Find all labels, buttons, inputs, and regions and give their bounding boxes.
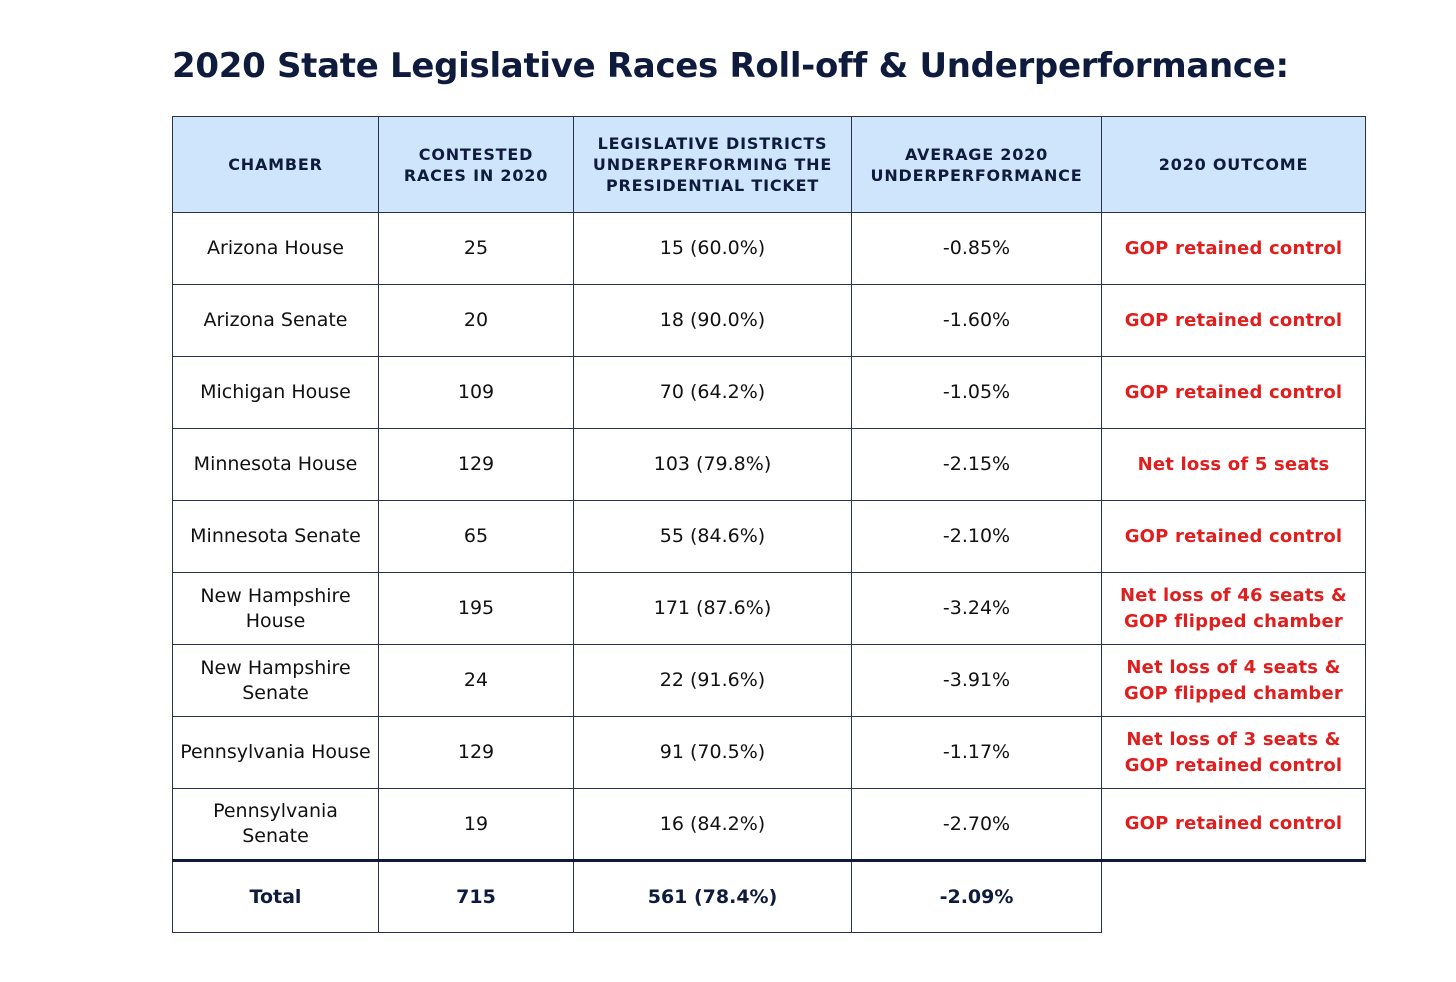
chamber-cell: Pennsylvania Senate [172, 788, 379, 861]
chamber-cell: New Hampshire House [172, 572, 379, 645]
table-row: New Hampshire House 195 171 (87.6%) -3.2… [172, 572, 1366, 645]
underperforming-cell: 15 (60.0%) [573, 212, 852, 285]
average-cell: -1.05% [851, 356, 1102, 429]
contested-cell: 195 [378, 572, 574, 645]
contested-cell: 65 [378, 500, 574, 573]
outcome-cell: Net loss of 5 seats [1101, 428, 1366, 501]
header-chamber: CHAMBER [172, 116, 379, 213]
header-underperforming-districts: LEGISLATIVE DISTRICTS UNDERPERFORMING TH… [573, 116, 852, 213]
outcome-cell: Net loss of 46 seats & GOP flipped chamb… [1101, 572, 1366, 645]
table-row: Michigan House 109 70 (64.2%) -1.05% GOP… [172, 356, 1366, 429]
header-outcome: 2020 OUTCOME [1101, 116, 1366, 213]
underperforming-cell: 103 (79.8%) [573, 428, 852, 501]
results-table: CHAMBER CONTESTED RACES IN 2020 LEGISLAT… [172, 116, 1366, 933]
chamber-cell: New Hampshire Senate [172, 644, 379, 717]
outcome-cell: GOP retained control [1101, 500, 1366, 573]
contested-cell: 19 [378, 788, 574, 861]
underperforming-cell: 70 (64.2%) [573, 356, 852, 429]
outcome-cell: GOP retained control [1101, 356, 1366, 429]
outcome-cell: GOP retained control [1101, 284, 1366, 357]
contested-cell: 20 [378, 284, 574, 357]
table-row: Arizona House 25 15 (60.0%) -0.85% GOP r… [172, 212, 1366, 285]
table-row: New Hampshire Senate 24 22 (91.6%) -3.91… [172, 644, 1366, 717]
average-cell: -3.24% [851, 572, 1102, 645]
header-contested-races: CONTESTED RACES IN 2020 [378, 116, 574, 213]
table-header-row: CHAMBER CONTESTED RACES IN 2020 LEGISLAT… [172, 116, 1366, 213]
header-average-underperformance: AVERAGE 2020 UNDERPERFORMANCE [851, 116, 1102, 213]
average-cell: -1.60% [851, 284, 1102, 357]
underperforming-cell: 55 (84.6%) [573, 500, 852, 573]
underperforming-cell: 22 (91.6%) [573, 644, 852, 717]
table-row: Minnesota House 129 103 (79.8%) -2.15% N… [172, 428, 1366, 501]
total-outcome-empty [1101, 859, 1366, 933]
table-row: Minnesota Senate 65 55 (84.6%) -2.10% GO… [172, 500, 1366, 573]
table-row: Pennsylvania House 129 91 (70.5%) -1.17%… [172, 716, 1366, 789]
total-row: Total 715 561 (78.4%) -2.09% [172, 859, 1366, 933]
table-row: Arizona Senate 20 18 (90.0%) -1.60% GOP … [172, 284, 1366, 357]
outcome-cell: Net loss of 4 seats & GOP flipped chambe… [1101, 644, 1366, 717]
chamber-cell: Minnesota Senate [172, 500, 379, 573]
outcome-cell: GOP retained control [1101, 788, 1366, 861]
underperforming-cell: 171 (87.6%) [573, 572, 852, 645]
chamber-cell: Arizona Senate [172, 284, 379, 357]
total-contested: 715 [378, 859, 574, 933]
chamber-cell: Michigan House [172, 356, 379, 429]
underperforming-cell: 16 (84.2%) [573, 788, 852, 861]
average-cell: -2.70% [851, 788, 1102, 861]
chamber-cell: Arizona House [172, 212, 379, 285]
average-cell: -0.85% [851, 212, 1102, 285]
chamber-cell: Pennsylvania House [172, 716, 379, 789]
average-cell: -2.15% [851, 428, 1102, 501]
total-underperforming: 561 (78.4%) [573, 859, 852, 933]
chamber-cell: Minnesota House [172, 428, 379, 501]
total-average: -2.09% [851, 859, 1102, 933]
table-row: Pennsylvania Senate 19 16 (84.2%) -2.70%… [172, 788, 1366, 861]
page-title: 2020 State Legislative Races Roll-off & … [172, 46, 1289, 86]
underperforming-cell: 91 (70.5%) [573, 716, 852, 789]
average-cell: -3.91% [851, 644, 1102, 717]
total-label: Total [172, 859, 379, 933]
contested-cell: 25 [378, 212, 574, 285]
contested-cell: 24 [378, 644, 574, 717]
average-cell: -1.17% [851, 716, 1102, 789]
average-cell: -2.10% [851, 500, 1102, 573]
outcome-cell: Net loss of 3 seats & GOP retained contr… [1101, 716, 1366, 789]
contested-cell: 129 [378, 716, 574, 789]
contested-cell: 109 [378, 356, 574, 429]
underperforming-cell: 18 (90.0%) [573, 284, 852, 357]
contested-cell: 129 [378, 428, 574, 501]
outcome-cell: GOP retained control [1101, 212, 1366, 285]
